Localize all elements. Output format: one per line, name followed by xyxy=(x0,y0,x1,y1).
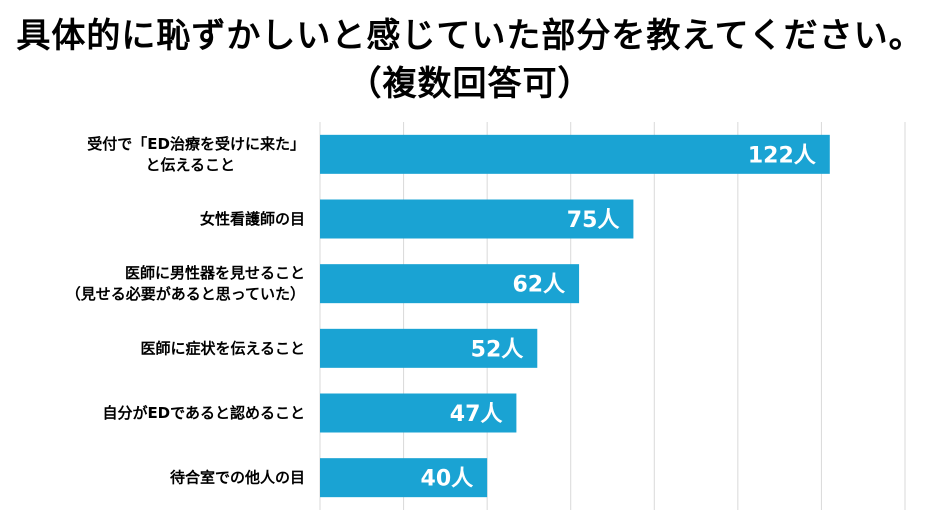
data-label: 75人 xyxy=(567,208,620,233)
bar xyxy=(320,199,634,239)
category-label: 医師に症状を伝えること xyxy=(140,339,305,357)
chart-title: 具体的に恥ずかしいと感じていた部分を教えてください。 xyxy=(16,16,924,56)
category-label: 医師に男性器を見せること xyxy=(125,264,305,282)
data-label: 122人 xyxy=(748,143,816,168)
category-label: 自分がEDであると認めること xyxy=(102,404,305,422)
bar xyxy=(320,393,517,433)
data-label: 62人 xyxy=(512,273,565,298)
category-label: 受付で「ED治療を受けに来た」 xyxy=(87,135,305,153)
category-label: 待合室での他人の目 xyxy=(170,469,305,487)
category-label: と伝えること xyxy=(145,156,235,174)
bar xyxy=(320,134,830,174)
bar xyxy=(320,328,538,368)
bar xyxy=(320,264,580,304)
chart-subtitle: （複数回答可） xyxy=(347,64,593,104)
data-label: 47人 xyxy=(450,402,503,427)
data-label: 52人 xyxy=(471,337,524,362)
category-label: （見せる必要があると思っていた） xyxy=(66,285,305,303)
category-label: 女性看護師の目 xyxy=(200,210,305,228)
data-label: 40人 xyxy=(421,467,474,492)
bar xyxy=(320,458,488,498)
